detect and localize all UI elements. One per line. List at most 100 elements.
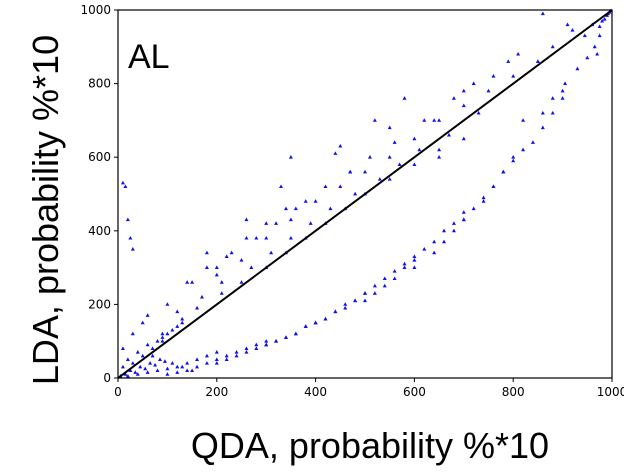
data-point bbox=[195, 357, 200, 361]
data-point bbox=[412, 258, 417, 262]
data-point bbox=[239, 258, 244, 262]
data-point bbox=[501, 169, 506, 174]
data-point bbox=[476, 110, 481, 115]
data-point bbox=[143, 366, 148, 371]
data-point bbox=[387, 125, 392, 130]
data-point bbox=[432, 118, 437, 122]
x-tick-label: 0 bbox=[114, 385, 122, 399]
data-point bbox=[219, 280, 224, 284]
data-point bbox=[229, 250, 234, 255]
data-point bbox=[204, 353, 209, 358]
data-point bbox=[195, 305, 200, 310]
data-point bbox=[190, 368, 195, 373]
data-point bbox=[451, 221, 456, 225]
data-point bbox=[175, 324, 180, 328]
data-point bbox=[185, 361, 190, 365]
data-point bbox=[402, 96, 407, 100]
data-point bbox=[162, 359, 167, 363]
data-point bbox=[244, 235, 249, 240]
data-point bbox=[283, 206, 288, 211]
data-point bbox=[180, 364, 185, 369]
data-point bbox=[175, 364, 180, 369]
data-point bbox=[303, 199, 308, 203]
data-point bbox=[160, 339, 165, 343]
data-point bbox=[293, 331, 298, 336]
data-point bbox=[582, 33, 587, 38]
data-point bbox=[130, 361, 135, 365]
data-point bbox=[372, 291, 377, 295]
data-point bbox=[120, 346, 125, 350]
data-point bbox=[234, 353, 239, 358]
data-point bbox=[224, 254, 229, 258]
data-point bbox=[481, 199, 486, 203]
data-point bbox=[123, 372, 128, 376]
data-point bbox=[195, 364, 200, 369]
data-point bbox=[521, 147, 526, 152]
data-point bbox=[199, 294, 204, 299]
data-point bbox=[432, 250, 437, 255]
data-point bbox=[150, 353, 155, 358]
data-point bbox=[540, 110, 545, 115]
data-point bbox=[165, 372, 170, 376]
data-point bbox=[437, 118, 442, 122]
x-tick-label: 200 bbox=[205, 385, 228, 399]
data-point bbox=[128, 235, 133, 240]
data-point bbox=[540, 11, 545, 16]
data-point bbox=[190, 280, 195, 284]
data-point bbox=[293, 206, 298, 211]
data-point bbox=[353, 191, 358, 196]
data-point bbox=[254, 346, 259, 350]
data-point bbox=[392, 276, 397, 281]
data-point bbox=[550, 110, 555, 115]
data-point bbox=[585, 55, 590, 60]
y-tick-label: 0 bbox=[103, 371, 111, 385]
data-point bbox=[521, 118, 526, 122]
data-point bbox=[422, 247, 427, 251]
data-point bbox=[155, 368, 160, 373]
data-point bbox=[605, 13, 610, 17]
data-point bbox=[214, 361, 219, 365]
data-point bbox=[155, 339, 160, 343]
data-point bbox=[308, 221, 313, 225]
y-tick-label: 400 bbox=[88, 224, 111, 238]
data-point bbox=[560, 96, 565, 100]
data-point bbox=[363, 169, 367, 174]
data-point bbox=[328, 206, 333, 211]
y-axis-ticks: 0 200 400 600 800 1000 bbox=[80, 3, 118, 385]
data-point bbox=[204, 265, 209, 269]
data-point bbox=[565, 22, 570, 27]
data-point bbox=[135, 372, 140, 376]
data-point bbox=[372, 118, 377, 122]
data-point bbox=[442, 228, 447, 233]
data-point bbox=[288, 217, 293, 222]
data-point bbox=[313, 199, 318, 203]
data-point bbox=[471, 81, 476, 85]
data-point bbox=[269, 250, 274, 255]
data-point bbox=[486, 88, 491, 93]
data-point bbox=[333, 309, 338, 314]
data-point bbox=[595, 51, 600, 56]
data-point bbox=[175, 309, 180, 314]
data-point bbox=[338, 184, 343, 189]
data-point bbox=[224, 353, 229, 358]
data-point bbox=[530, 140, 535, 144]
data-point bbox=[511, 158, 516, 163]
y-tick-label: 800 bbox=[88, 77, 111, 91]
data-point bbox=[367, 155, 372, 159]
data-point bbox=[353, 298, 358, 303]
x-axis-ticks: 0 200 400 600 800 1000 bbox=[114, 378, 624, 399]
data-point bbox=[204, 250, 209, 255]
data-point bbox=[550, 44, 555, 49]
data-point bbox=[323, 184, 328, 189]
data-point bbox=[323, 316, 328, 321]
data-point bbox=[382, 276, 387, 281]
data-point bbox=[422, 118, 427, 122]
data-point bbox=[563, 81, 568, 85]
y-tick-label: 600 bbox=[88, 150, 111, 164]
data-point bbox=[140, 353, 145, 358]
plot-frame bbox=[117, 9, 613, 379]
data-point bbox=[165, 302, 170, 306]
data-point bbox=[382, 283, 387, 288]
data-point bbox=[437, 147, 442, 152]
data-point bbox=[288, 235, 293, 240]
